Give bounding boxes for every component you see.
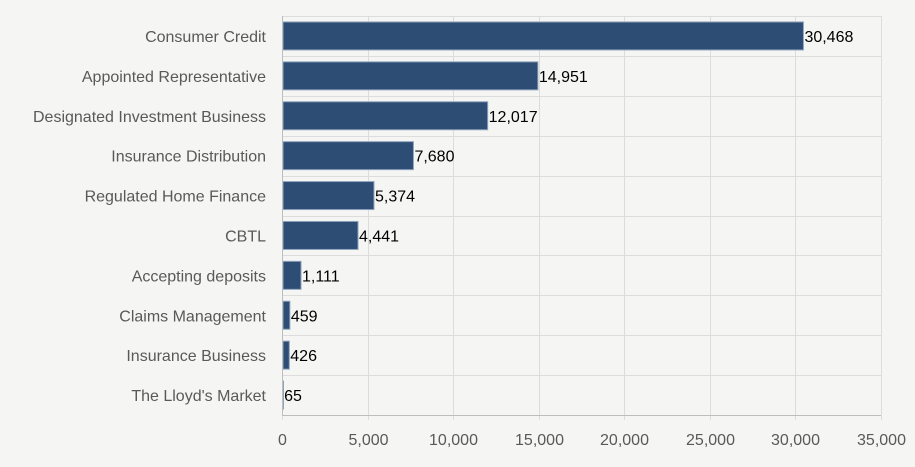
bar — [282, 101, 489, 131]
data-label: 1,111 — [302, 268, 340, 285]
bar — [282, 141, 414, 171]
axes — [282, 16, 881, 416]
bar — [282, 61, 539, 91]
category-label: Insurance Distribution — [111, 149, 266, 166]
category-label: Claims Management — [119, 308, 266, 325]
data-label: 4,441 — [359, 228, 399, 245]
bar — [282, 300, 291, 330]
bar — [282, 220, 359, 250]
grid — [282, 16, 882, 420]
x-tick-label: 10,000 — [429, 432, 478, 449]
data-label: 7,680 — [414, 149, 454, 166]
bars — [282, 21, 804, 410]
data-label: 30,468 — [804, 29, 853, 46]
category-label: Appointed Representative — [82, 69, 266, 86]
data-label: 5,374 — [375, 189, 415, 206]
bar — [282, 340, 290, 370]
data-label: 426 — [290, 348, 317, 365]
category-label: Regulated Home Finance — [85, 189, 267, 206]
x-tick-label: 15,000 — [515, 432, 564, 449]
x-tick-label: 20,000 — [600, 432, 649, 449]
x-tick-label: 5,000 — [348, 432, 388, 449]
bar — [282, 181, 375, 211]
x-tick-label: 35,000 — [857, 432, 906, 449]
category-label: Accepting deposits — [132, 268, 266, 285]
category-label: Designated Investment Business — [33, 109, 266, 126]
bar — [282, 260, 302, 290]
labels: 0 5,000 10,000 15,000 20,000 25,000 30,000 35,0… — [33, 29, 906, 449]
data-label: 14,951 — [539, 69, 588, 86]
data-label: 65 — [284, 388, 302, 405]
x-tick-label: 25,000 — [686, 432, 735, 449]
category-label: CBTL — [225, 228, 266, 245]
category-label: Insurance Business — [126, 348, 266, 365]
data-label: 12,017 — [489, 109, 538, 126]
x-tick-label: 0 — [278, 432, 287, 449]
x-tick-label: 30,000 — [771, 432, 820, 449]
data-label: 459 — [291, 308, 318, 325]
category-label: Consumer Credit — [145, 29, 266, 46]
category-label: The Lloyd's Market — [131, 388, 266, 405]
bar — [282, 21, 804, 51]
